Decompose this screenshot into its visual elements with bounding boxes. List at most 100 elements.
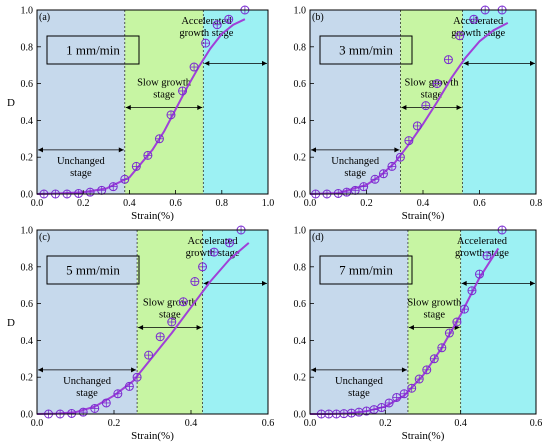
unchanged-stage-label: Unchanged (331, 156, 380, 167)
y-tick-label: 0.0 (21, 190, 34, 201)
panel-label: (d) (312, 232, 324, 243)
data-point (143, 150, 153, 160)
data-point (432, 79, 442, 89)
y-tick-label: 0.4 (21, 336, 34, 347)
rate-label-box (46, 35, 140, 65)
x-tick-label: 0.6 (530, 418, 543, 429)
data-point (437, 343, 447, 353)
accelerated-stage-label: growth stage (179, 28, 233, 39)
panel-label: (c) (39, 232, 50, 243)
y-tick-label: 0.0 (21, 410, 34, 421)
unchanged-stage-label: Unchanged (335, 376, 384, 387)
x-tick-label: 0.4 (417, 198, 430, 209)
panel-label: (b) (312, 12, 324, 23)
slow-growth-stage-label: stage (153, 90, 175, 101)
slow-growth-stage-zone (400, 10, 463, 194)
x-tick-label: 0.0 (304, 198, 317, 209)
data-point (124, 381, 134, 391)
accelerated-stage-label: Accelerated (453, 16, 504, 27)
axes-frame (309, 229, 537, 415)
rate-label: 3 mm/min (339, 43, 393, 58)
y-tick-label: 0.2 (21, 373, 34, 384)
unchanged-stage-label: stage (344, 168, 366, 179)
unchanged-stage-zone (37, 10, 125, 194)
data-point (144, 350, 154, 360)
data-point (459, 304, 469, 314)
data-point (404, 136, 414, 146)
data-point (452, 317, 462, 327)
y-tick-label: 0.6 (294, 299, 307, 310)
data-point (113, 389, 123, 399)
y-tick-label: 0.8 (294, 42, 307, 53)
data-point (429, 354, 439, 364)
data-point (475, 269, 484, 279)
x-tick-label: 1.0 (262, 198, 275, 209)
data-point (198, 262, 208, 272)
slow-growth-stage-arrow-head-right (197, 105, 203, 111)
accelerated-stage-label: growth stage (186, 248, 240, 259)
data-point (120, 174, 130, 184)
data-point (74, 188, 84, 198)
y-axis-label: D (7, 317, 15, 329)
data-point (482, 251, 492, 261)
data-point (469, 14, 479, 24)
x-axis-label: Strain(%) (402, 430, 445, 442)
unchanged-stage-arrow-head-right (131, 367, 137, 373)
accelerated-stage-arrow-head-right (262, 60, 267, 66)
data-point (346, 408, 356, 418)
y-tick-label: 0.4 (21, 116, 34, 127)
x-tick-label: 0.4 (123, 198, 136, 209)
accelerated-stage-arrow-head-left (461, 280, 467, 286)
unchanged-stage-arrow-head-left (311, 147, 316, 153)
data-point (378, 169, 388, 179)
slow-growth-stage-label: stage (421, 90, 443, 101)
rate-label: 1 mm/min (66, 43, 120, 58)
data-point (395, 152, 405, 162)
data-point (178, 86, 188, 96)
data-point (359, 182, 369, 192)
accelerated-stage-arrow-head-right (262, 280, 267, 286)
y-tick-label: 1.0 (294, 6, 307, 17)
x-tick-label: 0.2 (379, 418, 392, 429)
axes-frame (36, 9, 269, 195)
data-point (455, 31, 465, 41)
data-point (342, 187, 352, 197)
data-point (333, 188, 343, 198)
accelerated-stage-zone (462, 10, 536, 194)
x-tick-label: 0.6 (169, 198, 182, 209)
y-tick-label: 1.0 (21, 226, 34, 237)
slow-growth-stage-label: stage (424, 310, 446, 321)
y-tick-label: 0.6 (21, 79, 34, 90)
data-point (166, 110, 176, 120)
slow-growth-stage-arrow-head-left (408, 325, 414, 331)
accelerated-stage-arrow-head-right (530, 60, 535, 66)
rate-label-box (46, 255, 140, 285)
rate-label: 7 mm/min (339, 263, 393, 278)
data-point (67, 408, 77, 418)
y-tick-label: 0.6 (21, 299, 34, 310)
y-tick-label: 0.6 (294, 79, 307, 90)
unchanged-stage-arrow-head-right (394, 147, 400, 153)
x-tick-label: 0.0 (31, 198, 44, 209)
data-point (421, 101, 431, 111)
x-tick-label: 0.2 (77, 198, 90, 209)
y-tick-label: 0.0 (294, 190, 307, 201)
x-tick-label: 0.8 (530, 198, 543, 209)
slow-growth-stage-label: stage (159, 310, 181, 321)
data-point (467, 286, 477, 296)
data-point (392, 392, 402, 402)
data-point (90, 403, 100, 413)
x-axis-label: Strain(%) (131, 210, 174, 222)
data-point (178, 297, 188, 307)
x-tick-label: 0.4 (185, 418, 198, 429)
data-point (101, 398, 111, 408)
accelerated-stage-label: growth stage (455, 248, 509, 259)
accelerated-stage-label: growth stage (451, 28, 505, 39)
data-point (97, 185, 107, 195)
slow-growth-stage-arrow-head-right (196, 325, 202, 331)
data-point (108, 182, 118, 192)
data-point (209, 247, 219, 257)
unchanged-stage-arrow-head-left (311, 367, 316, 373)
